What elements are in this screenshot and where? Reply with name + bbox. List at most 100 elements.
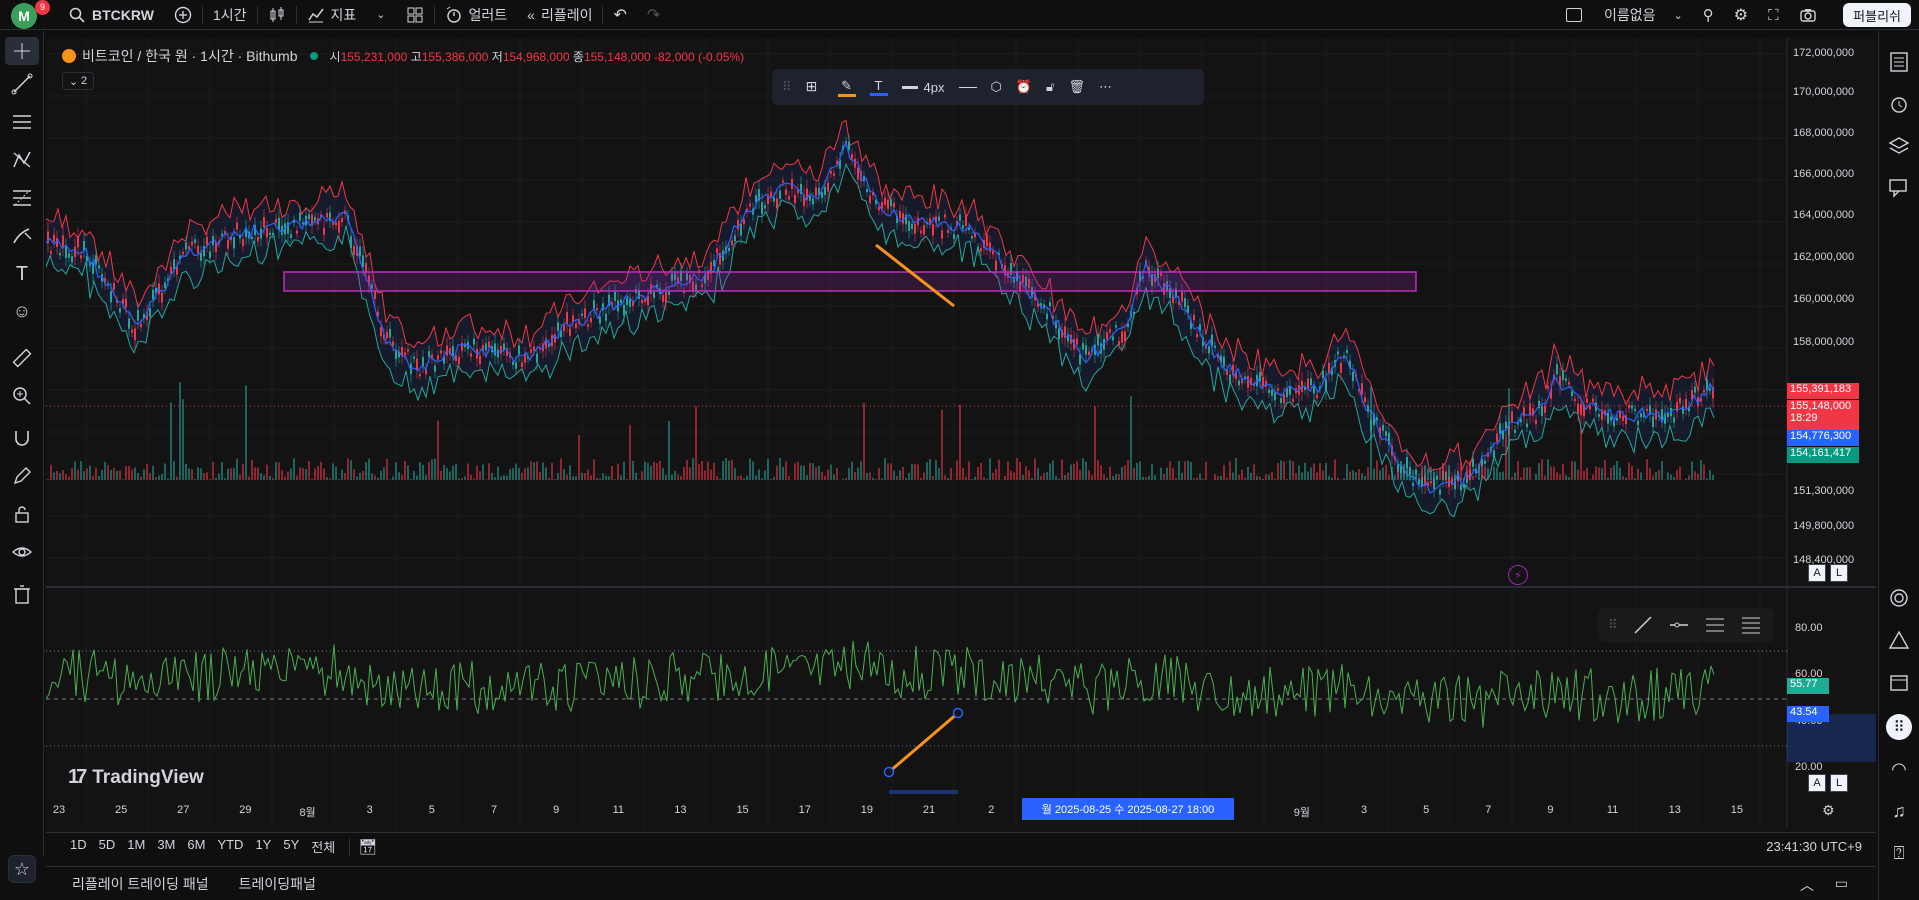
volume-bar — [1691, 461, 1693, 480]
range-button[interactable]: 전체 — [311, 840, 336, 855]
alert-add-icon[interactable]: ⏰ — [1015, 79, 1033, 94]
stream-icon[interactable]: ◠ — [1891, 759, 1907, 779]
ruler-icon[interactable] — [11, 347, 33, 369]
fib-channel-icon[interactable] — [1740, 614, 1762, 636]
indicators-button[interactable]: 지표 ⌄ — [297, 0, 396, 30]
avatar[interactable]: M — [11, 2, 37, 29]
emoji-icon[interactable]: ☺ — [12, 301, 32, 321]
compare-button[interactable] — [164, 0, 202, 30]
replay-button[interactable]: « 리플레이 — [517, 0, 602, 30]
layers-icon[interactable] — [1888, 135, 1910, 157]
chat-icon[interactable] — [1888, 177, 1910, 199]
more-icon[interactable]: ⋯ — [1099, 79, 1112, 94]
trash-icon[interactable] — [11, 583, 33, 605]
brush-icon[interactable] — [11, 225, 33, 247]
range-button[interactable]: 3M — [157, 837, 176, 852]
range-button[interactable]: YTD — [217, 837, 244, 852]
crosshair-tool[interactable] — [5, 37, 39, 65]
trash-icon[interactable]: 🗑︎ — [1068, 79, 1085, 94]
volume-bar — [1541, 459, 1543, 480]
lock-icon[interactable] — [11, 503, 33, 525]
drag-handle-icon[interactable]: ⠿ — [782, 79, 792, 94]
lightning-icon[interactable]: ⚡ — [1508, 565, 1528, 585]
calendar-icon[interactable] — [1888, 671, 1910, 693]
magnet-icon[interactable] — [11, 427, 33, 449]
candle-body — [443, 356, 445, 364]
range-button[interactable]: 1Y — [255, 837, 272, 852]
volume-bar — [608, 476, 610, 480]
undo-button[interactable]: ↶ — [603, 0, 636, 30]
rsi-auto-scale-button[interactable]: A — [1808, 774, 1826, 792]
goto-date-icon[interactable]: 📅︎ — [358, 838, 378, 856]
log-scale-button[interactable]: L — [1830, 564, 1848, 582]
candle-body — [278, 217, 280, 230]
lock-icon[interactable]: 🔓︎ — [1046, 79, 1055, 94]
apps-icon[interactable]: ⠿ — [1886, 714, 1912, 740]
drag-handle-icon[interactable]: ⠿ — [1608, 617, 1618, 632]
range-button[interactable]: 1D — [70, 837, 87, 852]
volume-bar — [593, 459, 595, 480]
watchlist-icon[interactable] — [1888, 51, 1910, 73]
line-style-icon[interactable] — [958, 86, 977, 88]
bell-icon[interactable]: ♫ — [1892, 801, 1906, 821]
quick-search-button[interactable]: ⚲ — [1693, 0, 1724, 30]
volume-bar — [662, 467, 664, 480]
pitchfork-icon[interactable] — [11, 149, 33, 171]
text-color-button[interactable]: T — [869, 78, 888, 96]
fib-retracement-icon[interactable] — [11, 187, 33, 209]
range-button[interactable]: 5Y — [283, 837, 300, 852]
text-tool-icon[interactable]: T — [15, 263, 29, 285]
clock[interactable]: 23:41:30 UTC+9 — [1766, 839, 1862, 854]
parallel-channel-icon[interactable] — [1704, 614, 1726, 636]
maximize-panel-icon[interactable]: ▭ — [1834, 875, 1848, 891]
target-icon[interactable] — [1888, 587, 1910, 609]
redo-button[interactable]: ↷ — [637, 0, 670, 30]
trendline-icon[interactable] — [1632, 614, 1654, 636]
time-axis-label: 9 — [1547, 804, 1554, 816]
range-button[interactable]: 1M — [127, 837, 146, 852]
candle-body — [1151, 274, 1153, 286]
eye-icon[interactable] — [11, 541, 33, 563]
range-button[interactable]: 5D — [98, 837, 116, 852]
line-width-button[interactable]: 4px — [901, 80, 945, 95]
auto-scale-button[interactable]: A — [1808, 564, 1826, 582]
layout-templates-button[interactable] — [396, 0, 434, 30]
volume-bar — [1319, 463, 1321, 480]
volume-bar — [311, 478, 313, 480]
settings-button[interactable]: ⚙ — [1724, 0, 1758, 30]
zoom-in-icon[interactable] — [11, 385, 33, 407]
layout-switcher[interactable]: 이름없음 ⌄ — [1556, 0, 1693, 30]
line-color-button[interactable]: ✎ — [837, 78, 856, 97]
indicators-collapse-button[interactable]: ⌄ 2 — [62, 72, 94, 90]
publish-button[interactable]: 퍼블리쉬 — [1843, 3, 1911, 27]
rsi-log-scale-button[interactable]: L — [1830, 774, 1848, 792]
user-menu[interactable]: M 9 — [0, 0, 58, 30]
horizontal-lines-icon[interactable] — [11, 111, 33, 133]
alert-button[interactable]: 얼러트 — [435, 0, 518, 30]
chart-pane[interactable] — [46, 38, 1876, 840]
tab-trading-panel[interactable]: 트레이딩패널 — [238, 875, 316, 892]
trendline-icon[interactable] — [11, 73, 33, 95]
drawing-mode-icon[interactable] — [11, 465, 33, 487]
range-button[interactable]: 6M — [187, 837, 206, 852]
candle-body — [908, 221, 910, 231]
ideas-icon[interactable] — [1888, 629, 1910, 651]
chart-canvas[interactable] — [46, 38, 1876, 840]
symbol-title[interactable]: 비트코인 / 한국 원 · 1시간 · Bithumb — [82, 48, 298, 64]
settings-icon[interactable]: ⬡ — [990, 79, 1002, 94]
alarm-clock-icon[interactable] — [1888, 93, 1910, 115]
axis-settings-icon[interactable]: ⚙ — [1822, 802, 1835, 818]
favorites-button[interactable]: ☆ — [8, 855, 36, 883]
snapshot-button[interactable] — [1789, 0, 1827, 30]
collapse-panel-icon[interactable]: ︿ — [1800, 877, 1814, 893]
symbol-search-button[interactable]: BTCKRW — [58, 0, 164, 30]
tab-replay-trading[interactable]: 리플레이 트레이딩 패널 — [72, 875, 209, 892]
fullscreen-button[interactable]: ⛶ — [1758, 0, 1789, 30]
help-icon[interactable]: ⍰ — [1893, 843, 1905, 863]
chevron-down-icon[interactable]: ⌄ — [376, 9, 386, 21]
template-icon[interactable]: ⊞ — [805, 78, 818, 94]
chart-type-button[interactable] — [258, 0, 296, 30]
candle-body — [425, 369, 427, 375]
horizontal-ray-icon[interactable] — [1668, 614, 1690, 636]
interval-button[interactable]: 1시간 — [212, 6, 247, 23]
